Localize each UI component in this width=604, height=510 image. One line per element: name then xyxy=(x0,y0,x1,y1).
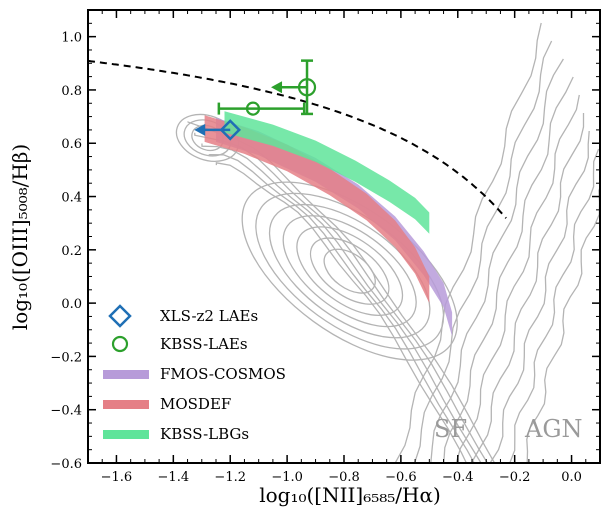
legend-circle-marker-icon xyxy=(111,335,129,353)
contour-ellipse xyxy=(282,215,417,328)
data-points xyxy=(194,59,317,141)
contour-line xyxy=(201,143,482,463)
x-tick-label: −1.2 xyxy=(214,470,246,485)
legend-entry-fmos-cosmos: FMOS-COSMOS xyxy=(103,365,286,383)
legend-swatch-fmos-cosmos xyxy=(103,370,149,379)
contour-line xyxy=(208,154,475,463)
x-tick-label: −0.4 xyxy=(442,470,474,485)
x-tick-label: −1.0 xyxy=(271,470,303,485)
contour-line xyxy=(443,76,574,463)
x-tick-label: −1.4 xyxy=(158,470,190,485)
x-tick-label: −0.8 xyxy=(328,470,360,485)
contour-ellipse xyxy=(323,248,376,294)
legend: XLS-z2 LAEs KBSS-LAEs FMOS-COSMOS MOSDEF… xyxy=(103,304,286,443)
contour-line xyxy=(523,184,600,463)
demarcation-curve xyxy=(88,59,507,219)
axis-ticks: −1.6 −1.4 −1.2 −1.0 −0.8 −0.6 −0.4 −0.2 0.0 −0.6 −… xyxy=(50,9,601,485)
x-tick-label: −0.2 xyxy=(499,470,531,485)
region-label-agn: AGN xyxy=(524,415,583,443)
contour-line xyxy=(470,113,585,463)
y-tick-label: −0.4 xyxy=(50,404,82,419)
legend-label-kbss-laes: KBSS-LAEs xyxy=(160,335,248,353)
y-tick-label: −0.2 xyxy=(50,350,82,365)
y-tick-label: −0.6 xyxy=(50,457,82,472)
contour-ellipse xyxy=(296,226,404,317)
contour-line xyxy=(411,40,553,463)
x-tick-label: −1.6 xyxy=(101,470,133,485)
x-axis-title: log₁₀([NII]₆₅₈₅/Hα) xyxy=(259,483,441,507)
y-tick-label: 1.0 xyxy=(61,31,82,46)
legend-swatch-mosdef xyxy=(103,400,149,409)
contour-ellipse xyxy=(268,203,431,339)
legend-diamond-marker-icon xyxy=(108,304,132,328)
legend-label-mosdef: MOSDEF xyxy=(160,395,231,413)
point-circle xyxy=(245,101,261,116)
y-axis-title: log₁₀([OIII]₅₀₀₈/Hβ) xyxy=(8,144,32,330)
legend-entry-kbss-laes: KBSS-LAEs xyxy=(111,335,248,353)
y-tick-label: 0.2 xyxy=(61,244,82,259)
x-tick-label: 0.0 xyxy=(561,470,582,485)
contour-line xyxy=(507,148,600,463)
legend-entry-xls-z2: XLS-z2 LAEs xyxy=(108,304,258,328)
y-tick-label: 0.6 xyxy=(61,137,82,152)
legend-label-kbss-lbgs: KBSS-LBGs xyxy=(160,425,249,443)
y-tick-label: 0.4 xyxy=(61,191,82,206)
x-tick-label: −0.6 xyxy=(385,470,417,485)
legend-label-fmos-cosmos: FMOS-COSMOS xyxy=(160,365,286,383)
y-tick-label: 0.0 xyxy=(61,297,82,312)
legend-entry-mosdef: MOSDEF xyxy=(103,395,231,413)
demarcation-curve-layer xyxy=(88,59,507,219)
legend-entry-kbss-lbgs: KBSS-LBGs xyxy=(103,425,249,443)
region-labels: SF AGN xyxy=(434,415,583,443)
contour-line xyxy=(394,22,542,463)
point-circle xyxy=(297,78,317,97)
band-kbss-lbgs xyxy=(224,111,430,234)
contour-line xyxy=(489,130,590,463)
y-tick-label: 0.8 xyxy=(61,84,82,99)
contour-line xyxy=(427,58,564,463)
contour-line xyxy=(215,162,468,463)
legend-label-xls-z2: XLS-z2 LAEs xyxy=(160,307,258,325)
region-label-sf: SF xyxy=(434,415,467,443)
point-diamond xyxy=(219,119,241,141)
contour-ellipse xyxy=(309,237,390,305)
sdss-contours xyxy=(175,22,600,463)
upper-limit-arrowhead-icon xyxy=(271,81,283,94)
contour-line xyxy=(455,94,580,463)
legend-swatch-kbss-lbgs xyxy=(103,430,149,439)
upper-limit-arrowhead-icon xyxy=(194,123,206,136)
